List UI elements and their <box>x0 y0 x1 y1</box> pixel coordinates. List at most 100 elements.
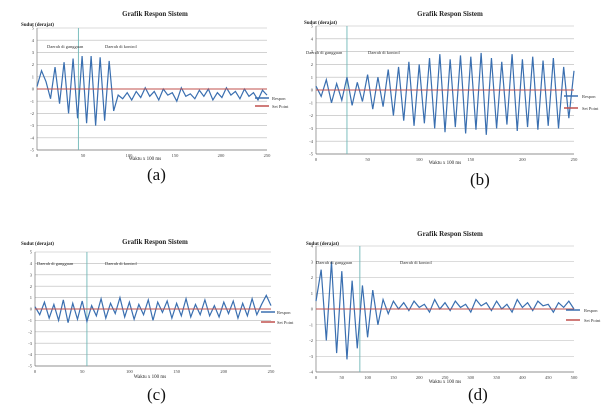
x-tick-label-b: 200 <box>519 157 527 162</box>
x-tick-label-c: 100 <box>126 369 133 374</box>
legend-label-b-0: Respon <box>582 94 596 99</box>
legend-label-b-1: Set Point <box>582 106 599 111</box>
y-tick-label-c: -2 <box>28 329 32 334</box>
plot-area-d: -4 -3 -2 -1 0 1 2 3 4 0 50 100 150 200 250 300 350 400 450… <box>309 244 578 380</box>
x-axis-label-d: Waktu x 100 ms <box>429 380 462 385</box>
series-line-response-a <box>36 56 268 126</box>
y-axis-label-c: Sudut (derajat) <box>21 242 54 247</box>
y-tick-label-b: -2 <box>309 113 313 118</box>
y-tick-label-a: 0 <box>32 87 35 92</box>
y-axis-label-b: Sudut (derajat) <box>304 21 337 26</box>
x-tick-label-a: 200 <box>218 153 226 158</box>
y-tick-label-d: 2 <box>311 275 313 280</box>
y-tick-label-b: 2 <box>311 62 313 67</box>
chart-d: -4 -3 -2 -1 0 1 2 3 4 0 50 100 150 200 250 300 350 400 450… <box>306 230 601 385</box>
x-tick-label-c: 200 <box>220 369 228 374</box>
y-tick-label-a: 2 <box>32 62 34 67</box>
chart-title-b: Grafik Respon Sistem <box>417 10 483 18</box>
x-tick-label-d: 100 <box>364 375 372 380</box>
annotation-disturbance-c: Daerah di gangguan <box>37 261 74 266</box>
caption-a: (a) <box>147 165 166 184</box>
y-tick-label-c: 1 <box>30 295 32 300</box>
x-tick-label-d: 250 <box>442 375 450 380</box>
y-axis-label-a: Sudut (derajat) <box>21 23 54 28</box>
x-tick-label-a: 0 <box>36 153 39 158</box>
y-tick-label-c: -5 <box>28 364 32 369</box>
x-tick-label-c: 0 <box>34 369 37 374</box>
annotation-disturbance-d: Daerah di gangguan <box>316 260 353 265</box>
caption-d: (d) <box>468 385 488 404</box>
y-tick-label-b: 4 <box>311 36 314 41</box>
y-tick-label-d: -1 <box>309 322 313 327</box>
x-tick-label-d: 200 <box>416 375 424 380</box>
y-tick-label-a: -5 <box>30 148 34 153</box>
legend-label-d-1: Set Point <box>584 318 601 323</box>
y-tick-label-b: 1 <box>311 75 313 80</box>
x-axis-label-a: Waktu x 100 ms <box>129 157 162 162</box>
x-tick-label-d: 350 <box>493 375 501 380</box>
y-tick-label-d: 1 <box>311 291 313 296</box>
y-tick-label-b: -3 <box>309 126 313 131</box>
x-tick-label-b: 250 <box>571 157 579 162</box>
y-tick-label-c: 4 <box>30 261 33 266</box>
y-tick-label-b: -4 <box>309 139 313 144</box>
x-axis-label-b: Waktu x 100 ms <box>429 161 462 166</box>
annotation-control-a: Daerah di kontrol <box>105 44 137 49</box>
y-tick-label-a: -1 <box>30 99 34 104</box>
x-tick-label-d: 0 <box>315 375 318 380</box>
x-tick-label-b: 50 <box>365 157 370 162</box>
y-tick-label-b: 5 <box>311 24 314 29</box>
legend-label-d-0: Respon <box>584 308 598 313</box>
y-tick-label-c: 2 <box>30 284 32 289</box>
annotation-control-d: Daerah di kontrol <box>400 260 432 265</box>
annotation-disturbance-b: Daerah di gangguan <box>306 50 343 55</box>
legend-label-a-0: Respon <box>272 96 286 101</box>
x-tick-label-d: 450 <box>545 375 553 380</box>
caption-c: (c) <box>147 385 166 404</box>
y-tick-label-b: 0 <box>311 88 314 93</box>
x-tick-label-d: 400 <box>519 375 527 380</box>
y-tick-label-d: 4 <box>311 244 314 249</box>
x-tick-label-a: 50 <box>81 153 86 158</box>
x-tick-label-d: 150 <box>390 375 398 380</box>
y-tick-label-a: 1 <box>32 74 34 79</box>
y-tick-label-d: -4 <box>309 370 313 375</box>
series-line-response-d <box>315 261 575 360</box>
y-tick-label-c: -4 <box>28 352 32 357</box>
annotation-control-c: Daerah di kontrol <box>105 261 137 266</box>
x-tick-label-b: 100 <box>416 157 424 162</box>
y-tick-label-a: 4 <box>32 38 35 43</box>
y-tick-label-b: 3 <box>311 49 314 54</box>
y-tick-label-c: -3 <box>28 341 32 346</box>
y-tick-label-a: -2 <box>30 111 34 116</box>
x-tick-label-b: 0 <box>315 157 318 162</box>
y-tick-label-d: -3 <box>309 354 313 359</box>
x-tick-label-a: 150 <box>172 153 180 158</box>
x-tick-label-c: 150 <box>173 369 181 374</box>
y-tick-label-d: 3 <box>311 259 314 264</box>
y-tick-label-b: -5 <box>309 152 313 157</box>
chart-title-a: Grafik Respon Sistem <box>122 10 188 18</box>
legend-label-c-1: Set Point <box>277 320 294 325</box>
y-tick-label-c: 0 <box>30 307 33 312</box>
chart-title-d: Grafik Respon Sistem <box>417 230 483 238</box>
x-tick-label-a: 250 <box>264 153 272 158</box>
series-line-response-b <box>315 52 575 135</box>
annotation-control-b: Daerah di kontrol <box>368 50 400 55</box>
x-tick-label-a: 100 <box>126 153 134 158</box>
y-tick-label-a: 5 <box>32 26 35 31</box>
legend-label-a-1: Set Point <box>272 104 289 109</box>
x-tick-label-d: 500 <box>571 375 579 380</box>
x-tick-label-d: 50 <box>340 375 345 380</box>
y-tick-label-b: -1 <box>309 100 313 105</box>
y-tick-label-a: 3 <box>32 50 35 55</box>
x-tick-label-c: 250 <box>268 369 276 374</box>
annotation-disturbance-a: Daerah di gangguan <box>47 44 84 49</box>
y-tick-label-d: -2 <box>309 338 313 343</box>
